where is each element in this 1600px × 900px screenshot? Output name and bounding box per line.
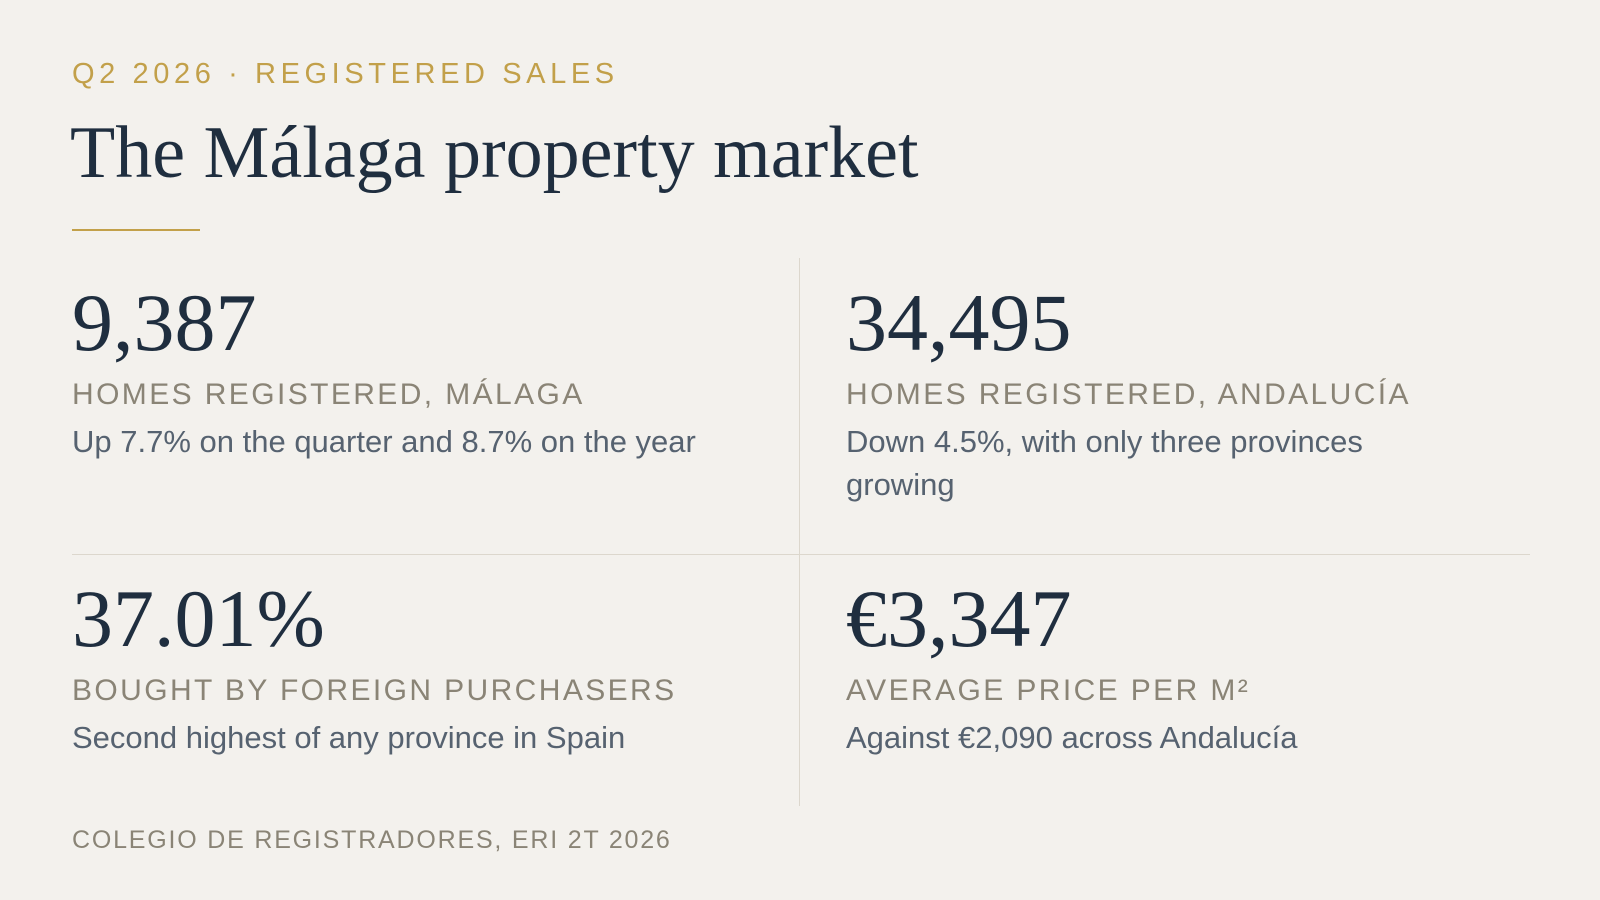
eyebrow-label: Q2 2026 · REGISTERED SALES <box>72 58 619 90</box>
stat-value: 34,495 <box>846 277 1072 368</box>
stat-value: €3,347 <box>846 573 1072 664</box>
page-title: The Málaga property market <box>70 112 919 194</box>
stat-label: HOMES REGISTERED, ANDALUCÍA <box>846 378 1411 411</box>
source-caption: COLEGIO DE REGISTRADORES, ERI 2T 2026 <box>72 826 672 854</box>
stat-value: 37.01% <box>72 573 325 664</box>
stat-label: AVERAGE PRICE PER M² <box>846 674 1251 707</box>
stat-label: BOUGHT BY FOREIGN PURCHASERS <box>72 674 677 707</box>
stat-value: 9,387 <box>72 277 257 368</box>
stat-description: Against €2,090 across Andalucía <box>846 720 1298 755</box>
vertical-divider <box>799 258 800 806</box>
stat-description: Down 4.5%, with only three provinces gro… <box>846 424 1363 502</box>
stat-card-price-per-m2: €3,347 AVERAGE PRICE PER M² Against €2,0… <box>846 572 1466 759</box>
stat-card-foreign-buyers: 37.01% BOUGHT BY FOREIGN PURCHASERS Seco… <box>72 572 762 759</box>
stat-description: Second highest of any province in Spain <box>72 720 626 755</box>
stat-card-malaga-homes: 9,387 HOMES REGISTERED, MÁLAGA Up 7.7% o… <box>72 276 762 463</box>
title-accent-rule <box>72 229 200 231</box>
stat-label: HOMES REGISTERED, MÁLAGA <box>72 378 585 411</box>
stat-description: Up 7.7% on the quarter and 8.7% on the y… <box>72 424 696 459</box>
horizontal-divider <box>72 554 1530 555</box>
stat-card-andalucia-homes: 34,495 HOMES REGISTERED, ANDALUCÍA Down … <box>846 276 1466 506</box>
